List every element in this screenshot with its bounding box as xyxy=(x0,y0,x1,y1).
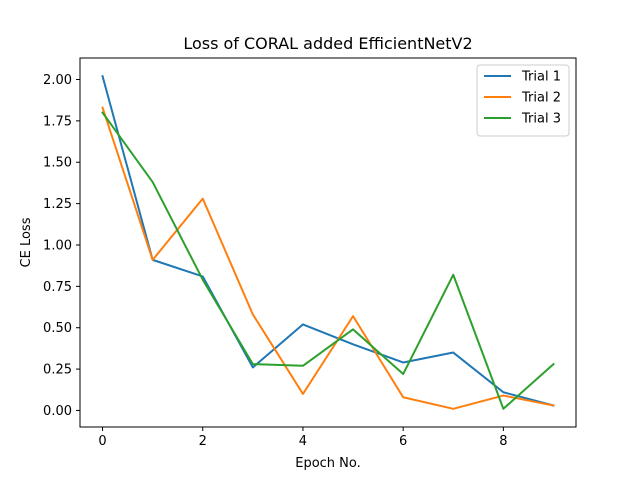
x-tick-label: 6 xyxy=(399,434,407,449)
legend-label: Trial 3 xyxy=(521,112,561,127)
y-tick-label: 1.00 xyxy=(43,238,72,253)
x-axis-label: Epoch No. xyxy=(295,456,361,471)
legend-label: Trial 1 xyxy=(521,70,561,85)
legend: Trial 1 Trial 2 Trial 3 xyxy=(476,64,570,137)
x-tick-label: 8 xyxy=(499,434,507,449)
y-tick-label: 0.00 xyxy=(43,404,72,419)
chart-title: Loss of CORAL added EfficientNetV2 xyxy=(183,34,472,53)
y-tick-label: 0.25 xyxy=(43,363,72,378)
y-tick-label: 1.25 xyxy=(43,197,72,212)
y-tick-label: 2.00 xyxy=(43,73,72,88)
series-line-trial-1 xyxy=(101,74,555,407)
plot-frame xyxy=(79,57,577,428)
legend-label: Trial 2 xyxy=(521,91,561,106)
series-line-trial-3 xyxy=(101,111,555,410)
y-axis-label: CE Loss xyxy=(19,217,34,267)
y-tick-label: 0.75 xyxy=(43,280,72,295)
x-tick-label: 4 xyxy=(299,434,307,449)
y-tick-label: 1.50 xyxy=(43,156,72,171)
plot-area: 0 2 4 6 8 0.00 0.25 0.50 0.75 1.00 1.25 1.50 1.75 2.0… xyxy=(43,73,555,449)
y-tick-label: 0.50 xyxy=(43,321,72,336)
y-tick-label: 1.75 xyxy=(43,114,72,129)
x-tick-label: 2 xyxy=(199,434,207,449)
x-tick-label: 0 xyxy=(98,434,106,449)
